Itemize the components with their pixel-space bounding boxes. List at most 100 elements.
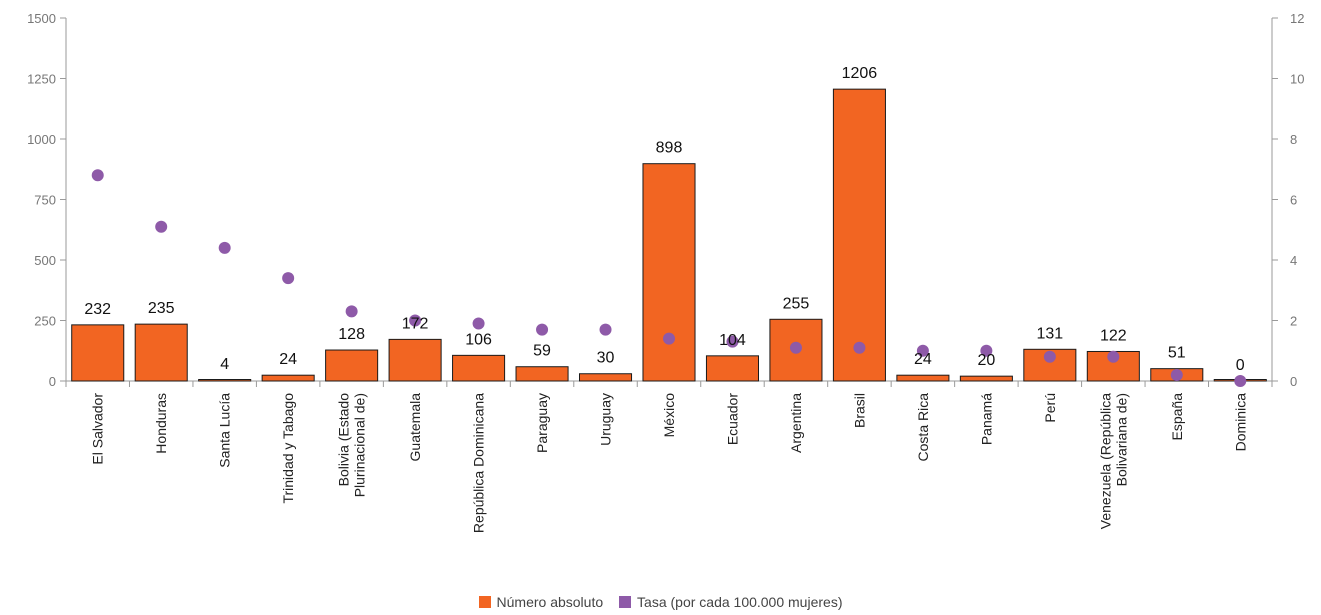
category-label-line: Ecuador xyxy=(724,393,740,445)
data-label: 4 xyxy=(220,356,229,373)
bar xyxy=(959,375,1013,382)
data-label: 131 xyxy=(1036,325,1063,342)
legend-swatch-bars xyxy=(478,596,491,608)
category-label-line: Plurinacional de) xyxy=(352,393,368,497)
bar xyxy=(388,338,442,382)
rate-point xyxy=(1043,350,1056,363)
category-label: Panamá xyxy=(978,393,994,445)
rate-point xyxy=(155,220,168,233)
data-label: 235 xyxy=(148,300,175,317)
category-label-line: Guatemala xyxy=(407,393,423,462)
category-label: Bolivia (Estado Plurinacional de) xyxy=(336,393,368,497)
rate-point xyxy=(472,317,485,330)
bar xyxy=(134,323,188,382)
right-tick-label: 2 xyxy=(1290,314,1297,329)
bar xyxy=(832,88,886,382)
category-label-line: Trinidad y Tabago xyxy=(280,393,296,504)
data-label: 255 xyxy=(783,295,810,312)
rate-point xyxy=(980,344,993,357)
data-label: 20 xyxy=(977,352,995,369)
category-label-line: Argentina xyxy=(788,393,804,453)
category-label-line: Panamá xyxy=(978,393,994,445)
category-label-line: Dominica xyxy=(1232,393,1248,452)
bar xyxy=(642,163,696,382)
legend-item-rate: Tasa (por cada 100.000 mujeres) xyxy=(619,594,842,610)
right-tick-label: 12 xyxy=(1290,11,1304,26)
data-label: 104 xyxy=(719,332,746,349)
category-label: Paraguay xyxy=(534,393,550,453)
data-label: 0 xyxy=(1236,357,1245,374)
data-label: 24 xyxy=(279,351,297,368)
category-label: Guatemala xyxy=(407,393,423,462)
right-tick-label: 6 xyxy=(1290,193,1297,208)
category-label: Venezuela (República Bolivariana de) xyxy=(1097,393,1129,529)
right-tick-label: 0 xyxy=(1290,374,1297,389)
rate-point xyxy=(1170,368,1183,381)
category-labels: El Salvador Honduras Santa Lucía Trinidad y… xyxy=(90,393,1249,533)
category-label-line: El Salvador xyxy=(90,393,106,465)
legend-label-bars: Número absoluto xyxy=(496,594,604,610)
data-label: 232 xyxy=(84,301,111,318)
category-label: Trinidad y Tabago xyxy=(280,393,296,504)
category-label: Honduras xyxy=(153,393,169,454)
category-label: Uruguay xyxy=(598,393,614,446)
category-label-line: Brasil xyxy=(851,393,867,428)
rate-point xyxy=(599,323,612,336)
rate-point xyxy=(789,341,802,354)
category-label: Perú xyxy=(1042,393,1058,423)
bar xyxy=(71,324,125,382)
data-label: 24 xyxy=(914,351,932,368)
category-label: Argentina xyxy=(788,393,804,453)
data-label: 1206 xyxy=(842,65,878,82)
category-label: Santa Lucía xyxy=(217,393,233,468)
category-label-line: Bolivariana de) xyxy=(1113,393,1129,486)
data-label: 172 xyxy=(402,315,429,332)
category-label-line: España xyxy=(1169,393,1185,441)
right-tick-label: 8 xyxy=(1290,132,1297,147)
rate-point xyxy=(726,335,739,348)
category-label: México xyxy=(661,393,677,438)
category-label: Dominica xyxy=(1232,393,1248,452)
data-label: 51 xyxy=(1168,345,1186,362)
rate-point xyxy=(345,305,358,318)
category-label: Brasil xyxy=(851,393,867,428)
data-label: 128 xyxy=(338,326,365,343)
category-label: Ecuador xyxy=(724,393,740,445)
category-label: España xyxy=(1169,393,1185,441)
left-tick-label: 1500 xyxy=(27,11,56,26)
bar xyxy=(579,373,633,382)
left-tick-label: 1250 xyxy=(27,72,56,87)
legend-item-bars: Número absoluto xyxy=(478,594,604,610)
left-tick-label: 750 xyxy=(34,193,56,208)
category-label: El Salvador xyxy=(90,393,106,465)
category-label: Costa Rica xyxy=(915,393,931,462)
data-label: 106 xyxy=(465,331,492,348)
data-label: 30 xyxy=(597,350,615,367)
bar xyxy=(198,379,252,382)
legend-swatch-rate xyxy=(619,596,632,608)
right-tick-label: 4 xyxy=(1290,253,1297,268)
bar-series xyxy=(71,88,1267,382)
left-tick-label: 1000 xyxy=(27,132,56,147)
legend: Número absoluto Tasa (por cada 100.000 m… xyxy=(0,594,1321,611)
category-label-line: Honduras xyxy=(153,393,169,454)
category-label-line: Paraguay xyxy=(534,393,550,453)
rate-point xyxy=(409,314,422,327)
bar xyxy=(896,374,950,382)
rate-point xyxy=(916,344,929,357)
category-label-line: República Dominicana xyxy=(471,393,487,533)
rate-point xyxy=(1234,375,1247,387)
category-label-line: Bolivia (Estado xyxy=(336,393,352,487)
data-labels: 232 235 4 24 128 172 106 59 30 898 104 255 1206 24 20 1… xyxy=(84,65,1244,374)
rate-point xyxy=(1107,350,1120,363)
data-label: 898 xyxy=(656,140,683,157)
category-label-line: Santa Lucía xyxy=(217,393,233,468)
category-label-line: Venezuela (República xyxy=(1097,393,1113,529)
data-label: 59 xyxy=(533,343,551,360)
category-label: República Dominicana xyxy=(471,393,487,533)
category-label-line: Costa Rica xyxy=(915,393,931,462)
rate-point xyxy=(536,323,549,336)
bar xyxy=(705,355,759,382)
right-tick-label: 10 xyxy=(1290,72,1304,87)
